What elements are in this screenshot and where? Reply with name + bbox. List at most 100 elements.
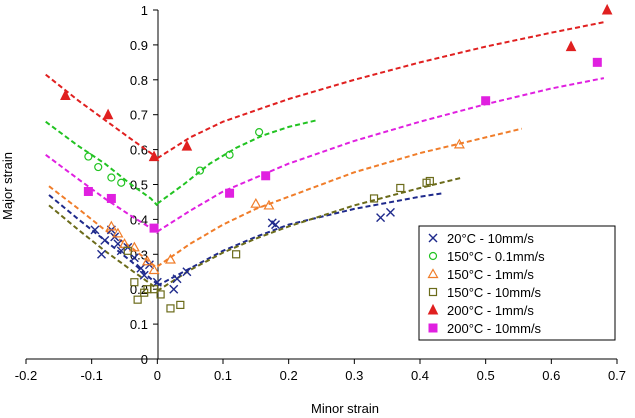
marker-stroke: [385, 207, 395, 217]
legend: 20°C - 10mm/s 150°C - 0.1mm/s 150°C - 1mm/…: [418, 225, 616, 341]
marker-stroke: [152, 277, 162, 287]
data-point: [148, 264, 160, 275]
legend-marker: [427, 303, 439, 315]
data-point: [225, 188, 235, 198]
fit-curve-right: [156, 21, 605, 160]
legend-label: 150°C - 10mm/s: [447, 285, 542, 300]
data-point: [84, 152, 93, 161]
fit-curve-right: [156, 127, 523, 268]
x-axis-label: Minor strain: [311, 401, 379, 416]
marker-stroke: [97, 249, 107, 259]
y-tick-label: 0.5: [130, 178, 148, 193]
data-point: [128, 241, 140, 252]
data-point: [102, 108, 114, 120]
data-point: [149, 223, 159, 233]
data-point: [156, 290, 165, 299]
data-point: [172, 274, 182, 284]
data-point: [182, 267, 192, 277]
data-point: [105, 220, 117, 231]
fit-curve-left: [48, 194, 158, 285]
data-point: [376, 213, 386, 223]
y-tick-label: 0: [141, 352, 148, 367]
data-point: [250, 197, 262, 208]
fit-curves: [45, 21, 605, 292]
legend-label: 150°C - 1mm/s: [447, 267, 534, 282]
data-point: [141, 255, 154, 266]
legend-box: [418, 225, 616, 341]
legend-marker: [428, 323, 438, 333]
data-point: [255, 128, 264, 137]
marker-stroke: [271, 220, 281, 230]
legend-marker: [427, 268, 439, 279]
legend-label: 150°C - 0.1mm/s: [447, 249, 545, 264]
x-tick-label: 0.3: [345, 368, 363, 383]
data-point: [396, 183, 405, 193]
data-point: [385, 207, 395, 217]
legend-label: 20°C - 10mm/s: [447, 231, 534, 246]
x-tick-label: 0.7: [608, 368, 626, 383]
data-point: [425, 176, 434, 186]
marker-stroke: [139, 270, 149, 280]
marker-stroke: [136, 263, 146, 273]
marker-stroke: [172, 274, 182, 284]
data-point: [112, 227, 124, 238]
fit-curve-right: [156, 118, 319, 205]
fit-curve-left: [45, 73, 158, 160]
y-tick-label: 0.9: [130, 38, 148, 53]
data-point: [136, 263, 146, 273]
data-point: [271, 220, 281, 230]
marker-stroke: [129, 253, 139, 263]
data-point: [565, 40, 577, 52]
legend-marker: [428, 287, 438, 297]
x-tick-label: 0.1: [214, 368, 232, 383]
data-point: [130, 278, 139, 287]
y-tick-label: 0.6: [130, 143, 148, 158]
data-point: [481, 96, 491, 106]
y-tick-label: 0.7: [130, 108, 148, 123]
x-tick-label: 0.5: [477, 368, 495, 383]
x-tick-label: 0.4: [411, 368, 429, 383]
marker-stroke: [90, 225, 100, 235]
data-point: [94, 162, 103, 172]
marker-stroke: [100, 235, 110, 245]
marker-stroke: [376, 213, 386, 223]
marker-stroke: [267, 218, 277, 228]
y-axis-label: Major strain: [0, 152, 15, 220]
y-tick-label: 0.8: [130, 73, 148, 88]
data-point: [83, 186, 93, 196]
legend-marker: [428, 233, 438, 243]
data-point: [263, 199, 275, 210]
data-point: [181, 139, 193, 151]
data-point: [369, 194, 379, 203]
fit-curve-left: [45, 120, 159, 207]
data-point: [133, 295, 142, 304]
data-point: [90, 225, 100, 235]
fit-curve-right: [156, 192, 444, 287]
x-tick-label: -0.2: [15, 368, 37, 383]
data-point: [169, 284, 179, 294]
data-point: [164, 253, 176, 264]
legend-label: 200°C - 10mm/s: [447, 321, 542, 336]
data-point: [60, 89, 71, 101]
fit-curve-right: [156, 77, 605, 233]
fit-curve-right: [156, 176, 463, 292]
marker-stroke: [113, 239, 123, 249]
data-point: [261, 171, 271, 181]
data-point: [152, 277, 162, 287]
data-point: [601, 3, 613, 15]
x-tick-label: -0.1: [80, 368, 102, 383]
data-point: [129, 253, 139, 263]
legend-marker: [428, 251, 438, 261]
data-point: [149, 285, 159, 294]
data-point: [166, 304, 175, 313]
marker-stroke: [428, 233, 438, 243]
data-point: [232, 250, 241, 259]
x-tick-label: 0.2: [280, 368, 298, 383]
fit-curve-left: [48, 204, 158, 290]
data-point: [195, 166, 205, 175]
data-point: [176, 300, 185, 310]
y-tick-label: 0.1: [130, 317, 148, 332]
y-tick-label: 1: [141, 3, 148, 18]
data-points: [60, 3, 613, 313]
